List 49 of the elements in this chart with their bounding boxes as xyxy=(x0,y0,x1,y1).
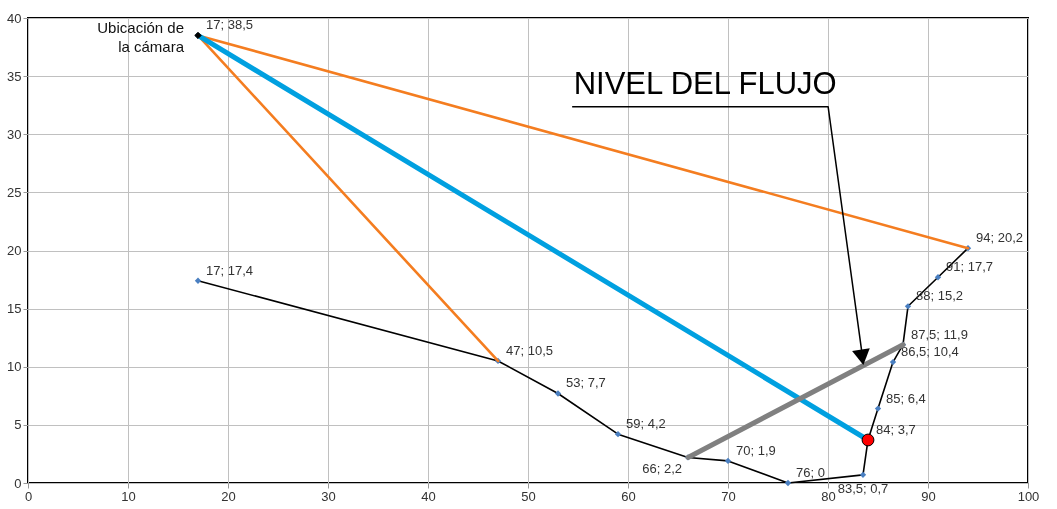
point xyxy=(194,277,202,284)
x-tick-label: 100 xyxy=(1017,488,1040,504)
y-tick-label: 35 xyxy=(7,68,22,84)
x-tick-label: 40 xyxy=(421,488,436,504)
data-label: 47; 10,5 xyxy=(506,342,553,358)
x-tick-label: 20 xyxy=(221,488,236,504)
data-label: 91; 17,7 xyxy=(946,259,993,275)
x-tick-label: 60 xyxy=(621,488,636,504)
data-label: 66; 2,2 xyxy=(642,461,682,477)
point xyxy=(874,405,882,412)
annotation: NIVEL DEL FLUJO xyxy=(573,66,837,102)
y-tick-label: 10 xyxy=(7,359,22,375)
data-label: 17; 38,5 xyxy=(206,17,253,33)
y-tick-label: 40 xyxy=(7,10,22,26)
data-label: 87,5; 11,9 xyxy=(911,326,968,342)
point xyxy=(859,471,867,479)
point xyxy=(904,303,912,310)
annotation: Ubicación de la cámara xyxy=(97,19,185,56)
point xyxy=(724,457,732,465)
data-label: 86,5; 10,4 xyxy=(901,344,959,360)
data-label: 59; 4,2 xyxy=(626,416,666,432)
data-label: 83,5; 0,7 xyxy=(837,480,889,496)
point xyxy=(614,431,622,438)
point xyxy=(194,31,202,40)
data-label: 84; 3,7 xyxy=(876,421,916,437)
x-tick-label: 70 xyxy=(721,488,736,504)
x-tick-label: 0 xyxy=(24,488,33,504)
point xyxy=(934,274,942,281)
point xyxy=(554,390,562,397)
data-label: 76; 0 xyxy=(796,465,825,480)
x-tick-label: 90 xyxy=(921,488,936,504)
y-tick-label: 20 xyxy=(7,243,22,258)
data-label: 88; 15,2 xyxy=(916,288,963,304)
x-tick-label: 30 xyxy=(321,488,336,504)
data-label: 94; 20,2 xyxy=(976,230,1023,246)
point xyxy=(889,358,897,366)
data-label: 53; 7,7 xyxy=(566,375,606,391)
data-label: 17; 17,4 xyxy=(206,262,253,278)
y-tick-label: 15 xyxy=(7,301,22,317)
x-tick-label: 10 xyxy=(121,488,136,504)
y-tick-label: 0 xyxy=(14,475,22,491)
data-label: 85; 6,4 xyxy=(886,390,926,406)
y-tick-label: 25 xyxy=(7,184,22,200)
point xyxy=(784,479,792,487)
x-tick-label: 50 xyxy=(521,488,536,504)
x-tick-label: 80 xyxy=(821,488,836,504)
y-tick-label: 30 xyxy=(7,126,22,142)
data-label: 70; 1,9 xyxy=(736,442,776,458)
y-tick-label: 5 xyxy=(14,417,22,433)
